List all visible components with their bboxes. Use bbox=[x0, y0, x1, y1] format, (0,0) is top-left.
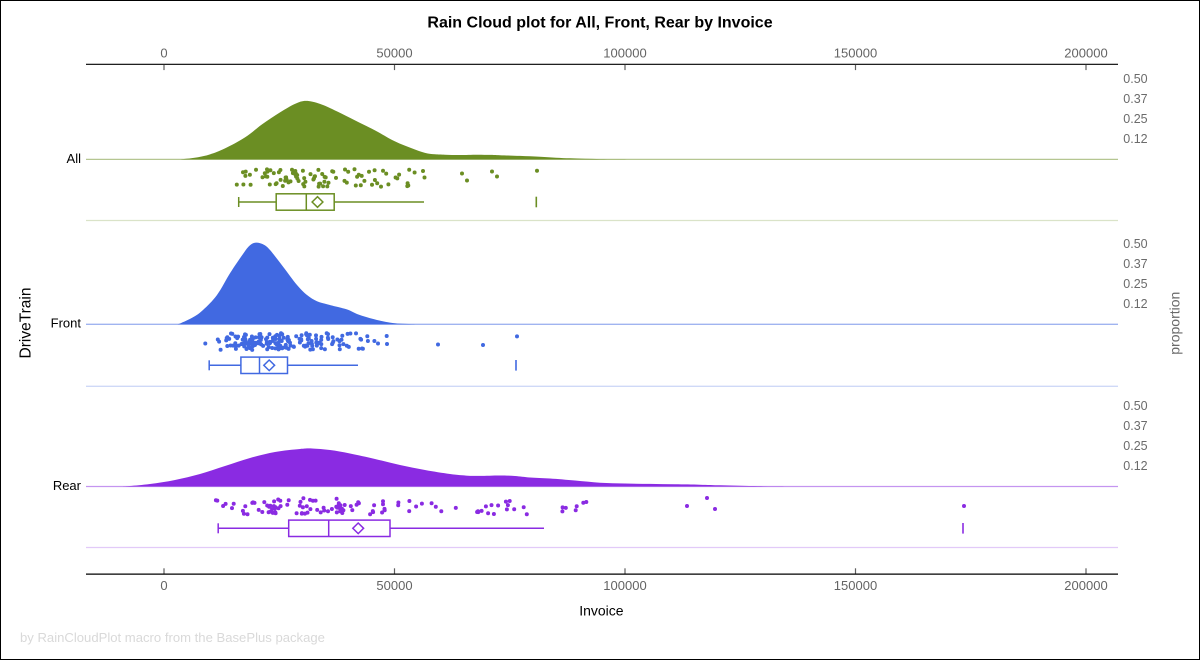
svg-text:0.37: 0.37 bbox=[1123, 257, 1147, 271]
svg-text:50000: 50000 bbox=[376, 578, 412, 593]
svg-text:Rear: Rear bbox=[53, 478, 82, 493]
svg-text:Rain Cloud plot for All, Front: Rain Cloud plot for All, Front, Rear by … bbox=[427, 14, 772, 31]
svg-text:0.12: 0.12 bbox=[1123, 459, 1147, 473]
svg-text:100000: 100000 bbox=[603, 45, 646, 60]
svg-text:50000: 50000 bbox=[376, 45, 412, 60]
svg-text:0: 0 bbox=[160, 45, 167, 60]
svg-text:0.50: 0.50 bbox=[1123, 237, 1147, 251]
svg-text:Front: Front bbox=[51, 316, 82, 331]
svg-text:Invoice: Invoice bbox=[579, 602, 624, 618]
svg-text:0.50: 0.50 bbox=[1123, 399, 1147, 413]
svg-text:0.25: 0.25 bbox=[1123, 439, 1147, 453]
svg-text:200000: 200000 bbox=[1064, 45, 1107, 60]
svg-text:0.25: 0.25 bbox=[1123, 277, 1147, 291]
svg-text:All: All bbox=[67, 151, 82, 166]
svg-text:150000: 150000 bbox=[834, 45, 877, 60]
svg-text:proportion: proportion bbox=[1166, 292, 1182, 355]
svg-text:0: 0 bbox=[160, 578, 167, 593]
svg-text:200000: 200000 bbox=[1064, 578, 1107, 593]
svg-text:150000: 150000 bbox=[834, 578, 877, 593]
svg-text:0.50: 0.50 bbox=[1123, 72, 1147, 86]
svg-text:DriveTrain: DriveTrain bbox=[18, 288, 35, 359]
svg-text:by RainCloudPlot macro from th: by RainCloudPlot macro from the BasePlus… bbox=[20, 630, 325, 645]
svg-text:0.12: 0.12 bbox=[1123, 132, 1147, 146]
svg-text:100000: 100000 bbox=[603, 578, 646, 593]
svg-text:0.25: 0.25 bbox=[1123, 112, 1147, 126]
svg-text:0.37: 0.37 bbox=[1123, 419, 1147, 433]
svg-text:0.37: 0.37 bbox=[1123, 92, 1147, 106]
svg-text:0.12: 0.12 bbox=[1123, 297, 1147, 311]
